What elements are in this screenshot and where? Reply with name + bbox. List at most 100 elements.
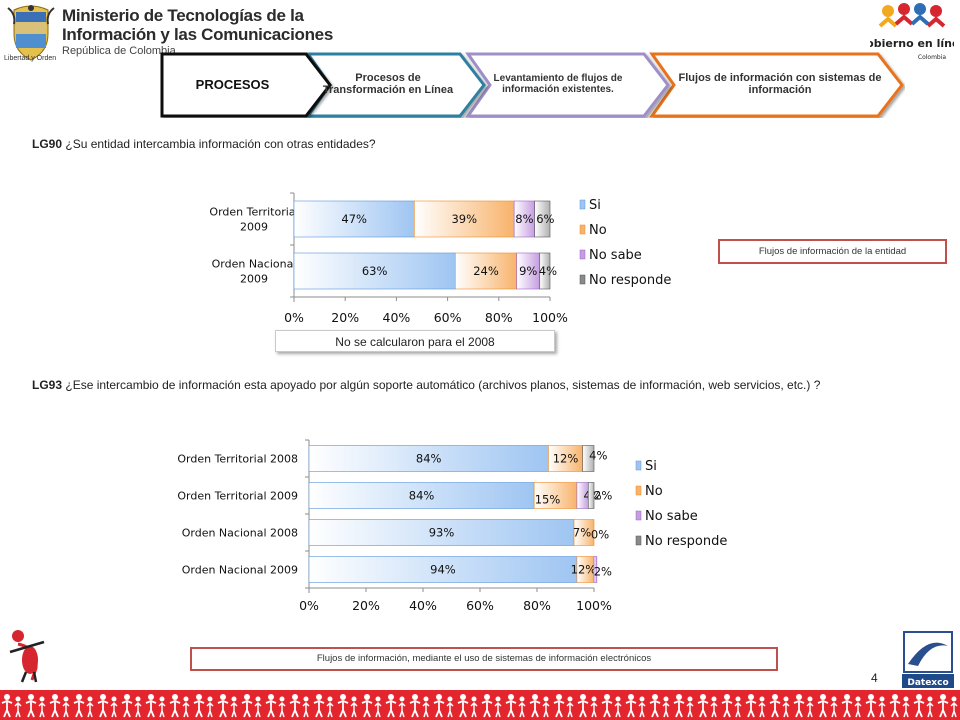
category-label: Orden Territorial 2008 <box>177 453 298 466</box>
legend-swatch <box>579 249 586 260</box>
page-number: 4 <box>871 671 878 685</box>
legend-swatch <box>579 274 586 285</box>
gel-logo-subtext: Colombia <box>918 54 947 61</box>
colombia-shield-icon <box>7 5 55 61</box>
x-tick-label: 100% <box>576 598 612 613</box>
bar-segment <box>308 556 578 583</box>
data-label: 9% <box>519 264 537 278</box>
person-icon <box>9 630 45 683</box>
process-steps: PROCESOS Procesos de Transformación en L… <box>160 52 905 118</box>
category-label: Orden Territorial 2009 <box>177 490 298 503</box>
legend-swatch <box>635 485 642 496</box>
callout-flujos-entidad: Flujos de información de la entidad <box>718 239 947 264</box>
data-label: 94% <box>430 563 456 577</box>
legend-swatch <box>635 535 642 546</box>
legend-swatch <box>579 199 586 210</box>
legend-label: No sabe <box>645 509 698 524</box>
callout-flujos-sistemas: Flujos de información, mediante el uso d… <box>190 647 778 671</box>
data-label: 6% <box>536 212 554 226</box>
data-label: 84% <box>416 452 442 466</box>
ministry-line-3: República de Colombia <box>62 45 176 57</box>
question-lg90: LG90 ¿Su entidad intercambia información… <box>32 137 376 151</box>
legend-label: No <box>645 484 663 499</box>
bar-segment <box>308 445 549 472</box>
process-step-3-label: Flujos de información con sistemas de in… <box>678 72 882 96</box>
data-label: 93% <box>429 526 455 540</box>
category-label: 2009 <box>240 221 268 234</box>
bar-segment <box>533 482 578 509</box>
data-label: 63% <box>362 264 388 278</box>
chart-lg90: 0% 20% 40% 60% 80% 100% Orden Territorial 2009 4… <box>209 192 671 325</box>
data-label: 12% <box>553 452 579 466</box>
bar-segment <box>414 200 515 238</box>
data-label: 8% <box>515 212 533 226</box>
question-lg93: LG93 ¿Ese intercambio de información est… <box>32 377 832 393</box>
bar-segment <box>293 252 456 290</box>
legend-swatch <box>635 510 642 521</box>
question-lg90-text: ¿Su entidad intercambia información con … <box>65 137 376 151</box>
process-step-2-label: Levantamiento de flujos de información e… <box>493 73 623 95</box>
data-label: 15% <box>535 493 561 507</box>
x-tick-label: 80% <box>523 598 551 613</box>
ministry-line-2: Información y las Comunicaciones <box>62 25 333 44</box>
bar-segment <box>587 482 595 509</box>
question-lg93-code: LG93 <box>32 378 63 392</box>
x-tick-label: 20% <box>331 310 359 325</box>
data-label: 12% <box>571 563 597 577</box>
process-chevrons <box>160 52 904 118</box>
footer-people-band <box>0 690 960 720</box>
gobierno-en-linea-logo: Gobierno en línea Colombia <box>870 3 954 61</box>
process-step-0-label: PROCESOS <box>195 76 270 92</box>
note-no-calculado-2008: No se calcularon para el 2008 <box>275 330 555 352</box>
x-tick-label: 0% <box>284 310 304 325</box>
data-label: 4% <box>589 449 607 463</box>
category-label: Orden Nacional 2009 <box>182 564 298 577</box>
legend-label: Si <box>645 459 657 474</box>
data-label: 84% <box>409 489 435 503</box>
data-label: 47% <box>341 212 367 226</box>
datexco-logo-text: Datexco <box>907 678 948 688</box>
data-label: 39% <box>451 212 477 226</box>
legend-swatch <box>579 224 586 235</box>
bar-segment <box>539 252 551 290</box>
data-label: 4% <box>539 264 557 278</box>
data-label: 2% <box>594 565 612 579</box>
question-lg93-text: ¿Ese intercambio de información esta apo… <box>65 378 821 392</box>
x-tick-label: 40% <box>409 598 437 613</box>
x-tick-label: 80% <box>485 310 513 325</box>
shield-caption: Libertad y Orden <box>4 55 57 62</box>
data-label: 0% <box>591 528 609 542</box>
category-label: 2009 <box>240 273 268 286</box>
legend-label: Si <box>589 198 601 213</box>
x-tick-label: 100% <box>532 310 568 325</box>
x-tick-label: 20% <box>352 598 380 613</box>
legend-label: No responde <box>589 273 671 288</box>
bar-segment <box>454 252 518 290</box>
x-tick-label: 60% <box>466 598 494 613</box>
data-label: 7% <box>573 526 591 540</box>
process-step-3-shape <box>649 52 904 118</box>
ministry-line-1: Ministerio de Tecnologías de la <box>62 6 304 25</box>
legend-swatch <box>635 460 642 471</box>
data-label: 2% <box>594 489 612 503</box>
category-label: Orden Territorial <box>209 206 298 219</box>
datexco-logo: Datexco <box>902 631 954 688</box>
legend-label: No sabe <box>589 248 642 263</box>
bar-segment <box>582 445 595 472</box>
x-tick-label: 40% <box>383 310 411 325</box>
chart-lg93: 0% 20% 40% 60% 80% 100% Orden Territorial 2008… <box>177 439 727 613</box>
bar-segment <box>534 200 551 238</box>
data-label: 24% <box>473 264 499 278</box>
bar-segment <box>593 556 598 583</box>
category-label: Orden Nacional <box>212 258 297 271</box>
x-tick-label: 60% <box>434 310 462 325</box>
x-tick-label: 0% <box>299 598 319 613</box>
process-step-0-shape <box>160 52 332 118</box>
question-lg90-code: LG90 <box>32 137 63 151</box>
category-label: Orden Nacional 2008 <box>182 527 298 540</box>
process-step-1-label: Procesos de Transformación en Línea <box>322 72 454 96</box>
legend-label: No responde <box>645 534 727 549</box>
process-step-2-shape <box>465 52 670 118</box>
bar-segment <box>573 519 595 546</box>
bar-segment <box>308 482 535 509</box>
